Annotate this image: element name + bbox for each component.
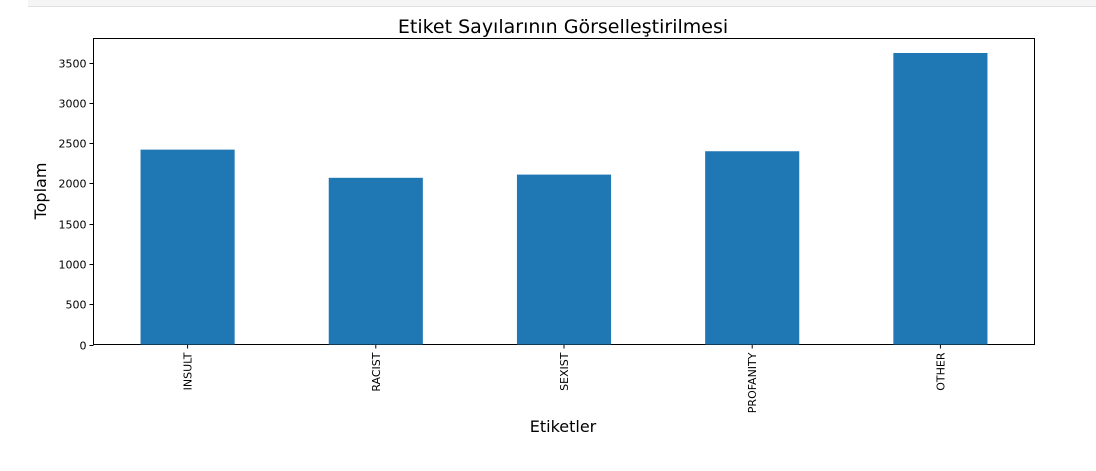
- bar-sexist: [516, 174, 612, 345]
- bars: [140, 52, 988, 345]
- y-axis-ticks: 0 500 1000 1500 2000 2500 3000 3500: [59, 58, 94, 353]
- x-axis-ticks: INSULT RACIST SEXIST PROFANITY OTHER: [182, 344, 947, 413]
- chart-title: Etiket Sayılarının Görselleştirilmesi: [398, 16, 728, 38]
- bar-other: [893, 52, 988, 345]
- bar-insult: [140, 149, 235, 345]
- x-tick-label: OTHER: [934, 352, 947, 391]
- bar-racist: [328, 177, 423, 345]
- y-tick-label: 0: [80, 340, 87, 353]
- y-tick-label: 3500: [59, 58, 87, 71]
- x-tick-label: PROFANITY: [746, 352, 759, 413]
- y-tick-label: 2500: [59, 138, 87, 151]
- y-axis-label: Toplam: [31, 163, 50, 221]
- y-tick-label: 2000: [59, 178, 87, 191]
- y-tick-label: 1000: [59, 259, 87, 272]
- y-tick-label: 3000: [59, 98, 87, 111]
- x-tick-label: RACIST: [370, 352, 383, 391]
- notebook-cell-edge: [28, 0, 1096, 7]
- y-tick-label: 1500: [59, 219, 87, 232]
- x-axis-label: Etiketler: [530, 417, 597, 436]
- x-tick-label: SEXIST: [558, 352, 571, 391]
- x-tick-label: INSULT: [182, 352, 195, 390]
- bar-profanity: [705, 151, 800, 345]
- y-tick-label: 500: [66, 299, 87, 312]
